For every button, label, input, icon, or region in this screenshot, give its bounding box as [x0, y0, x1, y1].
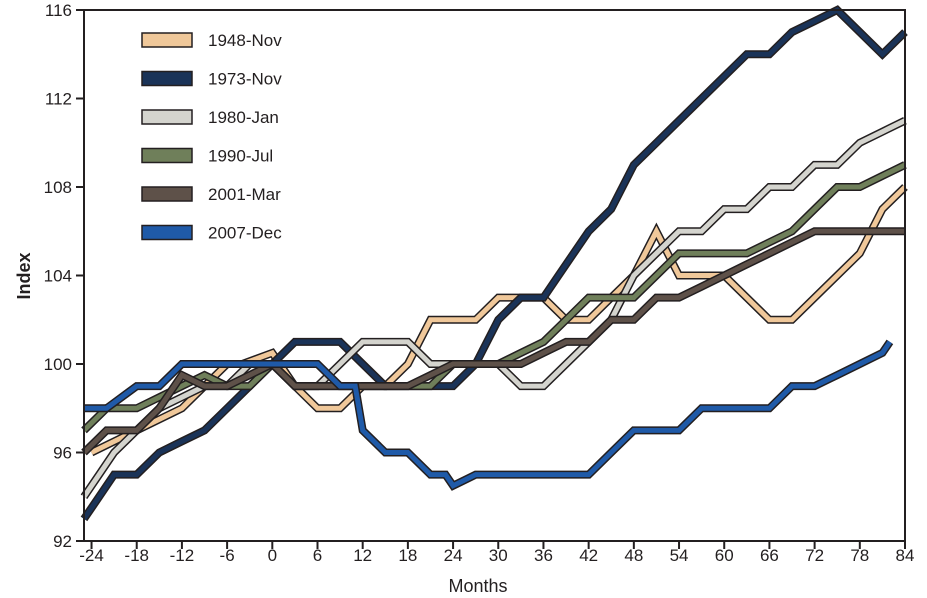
series-line [84, 340, 892, 489]
legend: 1948-Nov 1973-Nov 1980-Jan 1990-Jul 2001-Mar… [141, 31, 282, 243]
x-tick-label: -12 [170, 546, 195, 565]
legend-label: 1990-Jul [208, 147, 273, 166]
legend-item: 1980-Jan [141, 108, 279, 127]
x-tick-label: 42 [579, 546, 598, 565]
legend-label: 2001-Mar [208, 185, 281, 204]
series-line-outline [80, 117, 907, 500]
legend-item: 2007-Dec [141, 224, 282, 243]
legend-label: 2007-Dec [208, 224, 282, 243]
legend-item: 1990-Jul [141, 147, 273, 166]
x-tick-label: 12 [353, 546, 372, 565]
legend-item: 2001-Mar [141, 185, 281, 204]
x-axis: -24 -18 -12 -6 0 6 12 18 24 30 36 42 48 54 60 66 72 78 84 [79, 541, 914, 565]
series-1973-nov [80, 5, 908, 522]
x-tick-label: -6 [220, 546, 235, 565]
x-tick-label: 72 [805, 546, 824, 565]
legend-label: 1948-Nov [208, 31, 282, 50]
x-tick-label: 36 [534, 546, 553, 565]
y-tick-label: 112 [45, 90, 72, 109]
plot-frame [83, 9, 906, 542]
x-tick-label: 24 [444, 546, 463, 565]
x-tick-label: 54 [670, 546, 689, 565]
y-tick-label: 108 [44, 178, 72, 197]
legend-item: 1973-Nov [141, 70, 282, 89]
y-axis-label: Index [14, 252, 34, 299]
plot-lines [80, 5, 908, 522]
x-tick-label: -24 [79, 546, 104, 565]
x-tick-label: -18 [124, 546, 149, 565]
y-axis: 92 96 100 104 108 112 116 [44, 1, 84, 551]
x-tick-label: 66 [760, 546, 779, 565]
y-tick-label: 100 [44, 355, 72, 374]
legend-label: 1973-Nov [208, 70, 282, 89]
legend-swatch [141, 224, 193, 241]
legend-swatch [141, 109, 193, 125]
legend-swatch [141, 186, 193, 202]
x-axis-label: Months [448, 576, 507, 596]
x-tick-label: 6 [313, 546, 322, 565]
x-tick-label: 30 [489, 546, 508, 565]
legend-swatch [141, 70, 193, 87]
x-tick-label: 18 [398, 546, 417, 565]
x-tick-label: 60 [715, 546, 734, 565]
y-tick-label: 104 [44, 267, 72, 286]
x-tick-label: 0 [268, 546, 277, 565]
legend-swatch [141, 147, 193, 164]
y-tick-label: 116 [45, 1, 72, 20]
y-tick-label: 92 [53, 532, 72, 551]
series-line [81, 6, 907, 521]
legend-swatch [141, 32, 193, 48]
y-tick-label: 96 [53, 444, 72, 463]
series-1980-jan [80, 117, 907, 500]
legend-label: 1980-Jan [208, 108, 279, 127]
series-line [82, 228, 905, 455]
series-line-outline [81, 227, 905, 456]
series-2001-mar [81, 227, 905, 456]
x-tick-label: 48 [624, 546, 643, 565]
x-tick-label: 78 [850, 546, 869, 565]
x-tick-label: 84 [896, 546, 915, 565]
legend-item: 1948-Nov [141, 31, 282, 50]
series-line [81, 118, 907, 499]
series-2007-dec [84, 339, 894, 491]
